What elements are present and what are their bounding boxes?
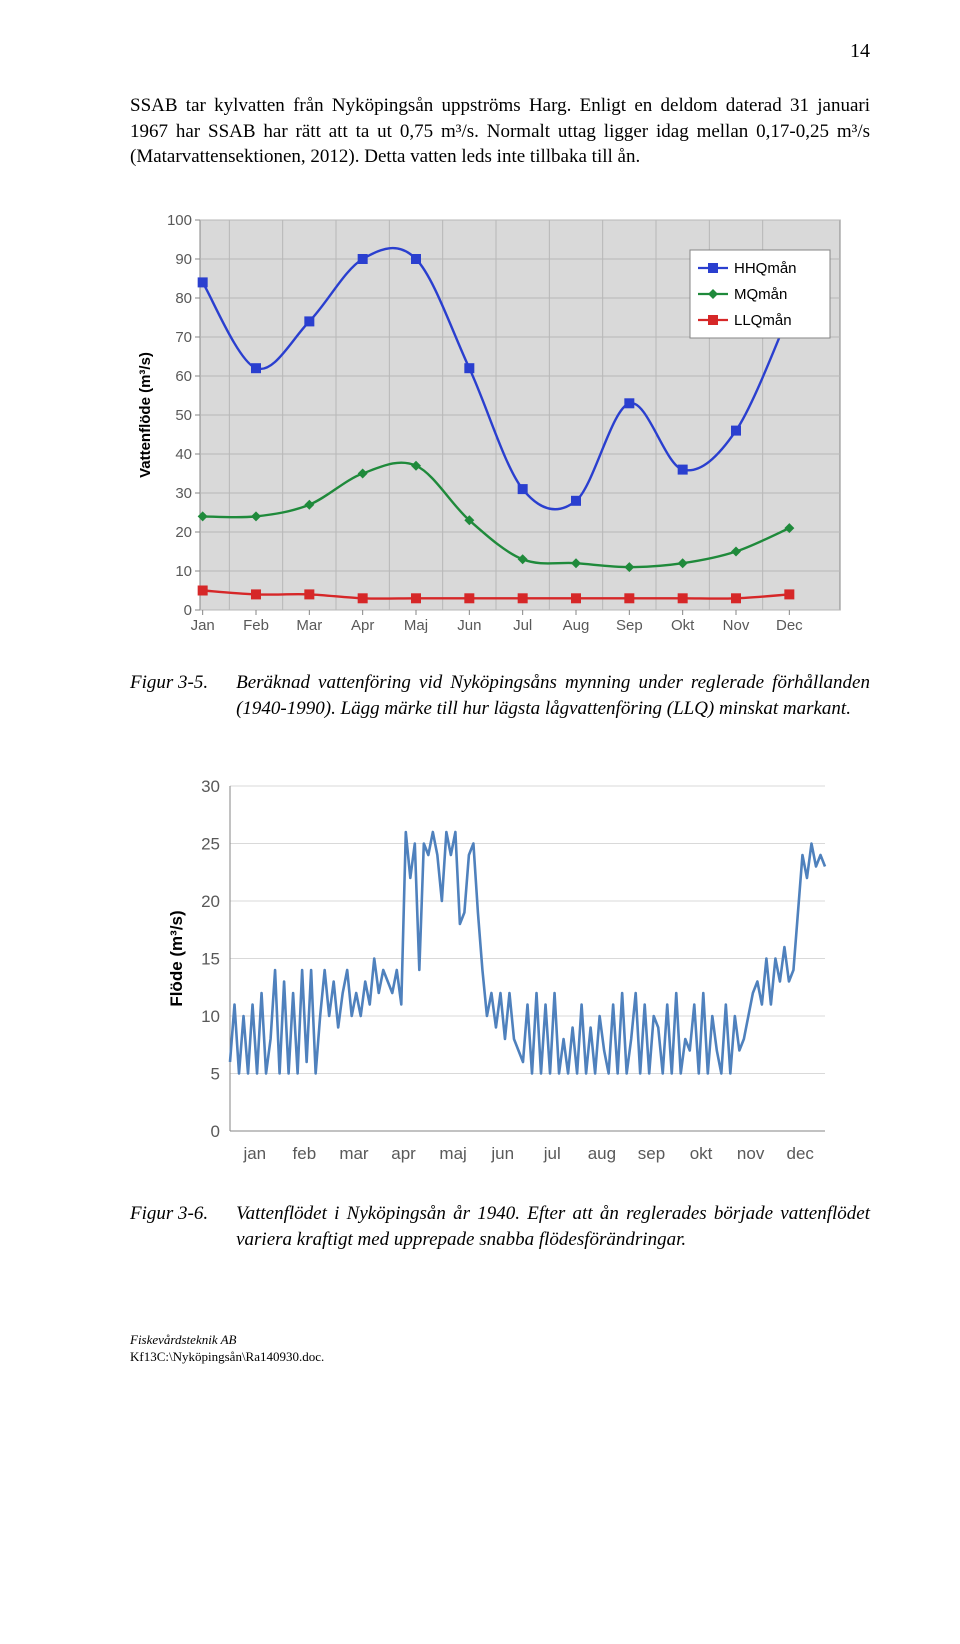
svg-text:20: 20 — [201, 892, 220, 911]
svg-text:Maj: Maj — [404, 617, 428, 634]
body-paragraph: SSAB tar kylvatten från Nyköpingsån upps… — [130, 93, 870, 170]
svg-text:Dec: Dec — [776, 617, 803, 634]
svg-text:10: 10 — [175, 563, 192, 580]
svg-text:15: 15 — [201, 950, 220, 969]
svg-text:Aug: Aug — [563, 617, 590, 634]
svg-text:30: 30 — [201, 777, 220, 796]
svg-text:Feb: Feb — [243, 617, 269, 634]
figure-3-6-text: Vattenflödet i Nyköpingsån år 1940. Efte… — [236, 1201, 870, 1252]
svg-text:LLQmån: LLQmån — [734, 312, 792, 329]
svg-text:jan: jan — [242, 1144, 266, 1163]
svg-text:Apr: Apr — [351, 617, 374, 634]
page-footer: Fiskevårdsteknik AB Kf13C:\Nyköpingsån\R… — [130, 1332, 870, 1366]
figure-3-6-label: Figur 3-6. — [130, 1201, 208, 1252]
svg-text:Jan: Jan — [191, 617, 215, 634]
figure-3-5-label: Figur 3-5. — [130, 670, 208, 721]
svg-text:Okt: Okt — [671, 617, 695, 634]
svg-text:70: 70 — [175, 329, 192, 346]
svg-text:100: 100 — [167, 212, 192, 229]
svg-text:5: 5 — [211, 1065, 220, 1084]
figure-3-6-caption: Figur 3-6. Vattenflödet i Nyköpingsån år… — [130, 1201, 870, 1252]
svg-text:MQmån: MQmån — [734, 286, 787, 303]
svg-text:jul: jul — [543, 1144, 561, 1163]
svg-text:Vattenflöde (m³/s): Vattenflöde (m³/s) — [137, 352, 154, 478]
svg-text:0: 0 — [211, 1122, 220, 1141]
svg-text:okt: okt — [690, 1144, 713, 1163]
svg-text:mar: mar — [339, 1144, 369, 1163]
svg-text:50: 50 — [175, 407, 192, 424]
svg-text:maj: maj — [439, 1144, 466, 1163]
page-number: 14 — [130, 40, 870, 63]
figure-3-6-chart: 0 5 10 15 20 25 30 jan feb mar apr maj jun jul aug sep o… — [160, 771, 870, 1171]
svg-text:60: 60 — [175, 368, 192, 385]
svg-text:40: 40 — [175, 446, 192, 463]
svg-text:10: 10 — [201, 1007, 220, 1026]
svg-text:sep: sep — [638, 1144, 665, 1163]
svg-text:25: 25 — [201, 835, 220, 854]
figure-3-5-caption: Figur 3-5. Beräknad vattenföring vid Nyk… — [130, 670, 870, 721]
svg-text:90: 90 — [175, 251, 192, 268]
svg-text:nov: nov — [737, 1144, 765, 1163]
svg-text:Flöde (m³/s): Flöde (m³/s) — [167, 911, 186, 1007]
svg-text:aug: aug — [588, 1144, 616, 1163]
svg-text:HHQmån: HHQmån — [734, 260, 797, 277]
svg-text:Jul: Jul — [513, 617, 532, 634]
svg-text:Nov: Nov — [723, 617, 750, 634]
footer-company: Fiskevårdsteknik AB — [130, 1332, 870, 1349]
svg-text:Sep: Sep — [616, 617, 643, 634]
svg-text:30: 30 — [175, 485, 192, 502]
figure-3-5-text: Beräknad vattenföring vid Nyköpingsåns m… — [236, 670, 870, 721]
svg-text:20: 20 — [175, 524, 192, 541]
svg-text:dec: dec — [786, 1144, 814, 1163]
svg-text:apr: apr — [391, 1144, 416, 1163]
svg-text:80: 80 — [175, 290, 192, 307]
svg-text:Mar: Mar — [296, 617, 322, 634]
svg-text:Jun: Jun — [457, 617, 481, 634]
svg-text:feb: feb — [293, 1144, 317, 1163]
svg-text:jun: jun — [490, 1144, 514, 1163]
footer-path: Kf13C:\Nyköpingsån\Ra140930.doc. — [130, 1349, 870, 1366]
figure-3-5-chart: 0102030405060708090100JanFebMarAprMajJun… — [130, 210, 870, 640]
